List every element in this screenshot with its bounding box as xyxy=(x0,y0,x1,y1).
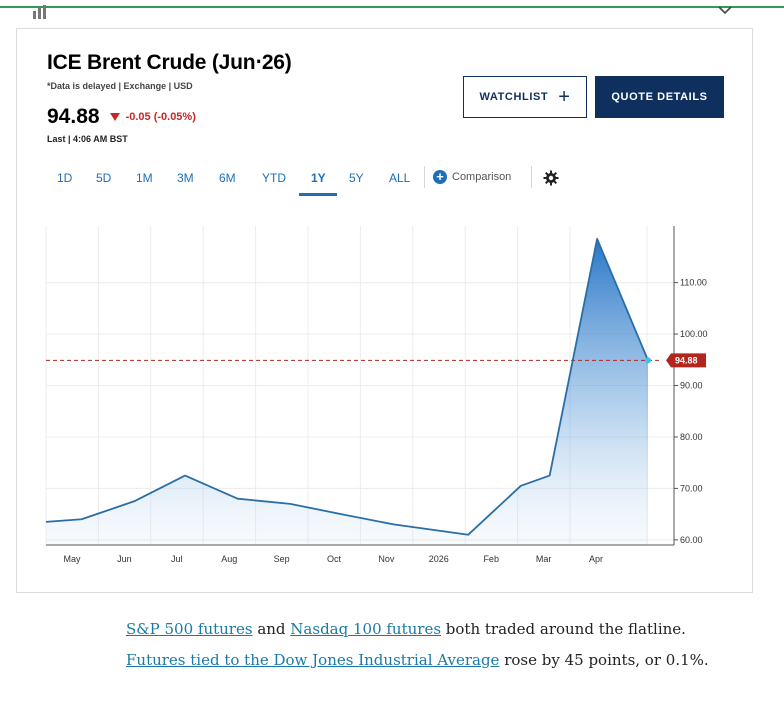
y-tick-label: 90.00 xyxy=(680,381,703,391)
plus-circle-icon: + xyxy=(433,170,447,184)
comparison-label: Comparison xyxy=(452,171,512,183)
x-tick-label: Jun xyxy=(117,554,132,564)
article-text: rose by 45 points, or 0.1%. xyxy=(499,651,709,669)
y-axis-ticks: 60.00 70.00 80.00 90.00 100.00 110.00 xyxy=(674,278,708,545)
article-text: both traded around the flatline. xyxy=(441,620,686,638)
tab-1y[interactable]: 1Y xyxy=(311,171,326,185)
last-updated: Last | 4:06 AM BST xyxy=(47,134,128,144)
bar-chart-icon xyxy=(33,5,46,19)
tab-3m[interactable]: 3M xyxy=(177,171,194,185)
comparison-button[interactable]: + Comparison xyxy=(433,170,511,184)
current-price-label: 94.88 xyxy=(666,353,706,368)
price-area xyxy=(46,238,648,545)
quote-details-label: QUOTE DETAILS xyxy=(611,91,708,103)
down-triangle-icon xyxy=(109,113,120,121)
y-tick-label: 100.00 xyxy=(680,329,708,339)
y-tick-label: 70.00 xyxy=(680,483,703,493)
price-line xyxy=(45,237,649,536)
y-tick-label: 80.00 xyxy=(680,432,703,442)
x-tick-label: Feb xyxy=(483,554,499,564)
x-tick-label: Mar xyxy=(536,554,552,564)
x-tick-label: Apr xyxy=(589,554,603,564)
last-point-marker xyxy=(645,357,651,364)
y-tick-label: 110.00 xyxy=(680,278,707,288)
x-tick-label: 2026 xyxy=(429,554,449,564)
last-price: 94.88 xyxy=(47,105,100,128)
tab-all[interactable]: ALL xyxy=(389,171,411,185)
tab-ytd[interactable]: YTD xyxy=(262,171,286,185)
top-divider xyxy=(0,6,784,8)
x-axis-ticks: May Jun Jul Aug Sep Oct Nov 2026 Feb Mar Apr xyxy=(63,554,603,564)
tab-divider xyxy=(424,166,425,188)
tab-5d[interactable]: 5D xyxy=(96,171,112,185)
article-paragraph: S&P 500 futures and Nasdaq 100 futures b… xyxy=(126,614,746,676)
watchlist-button[interactable]: WATCHLIST + xyxy=(463,76,587,118)
plus-icon: + xyxy=(558,86,571,108)
x-tick-label: May xyxy=(63,554,81,564)
x-tick-label: Sep xyxy=(274,554,290,564)
y-tick-label: 60.00 xyxy=(680,535,703,545)
x-tick-label: Oct xyxy=(327,554,342,564)
tab-divider xyxy=(531,166,532,188)
current-price-tag xyxy=(666,353,706,368)
current-price-tag-label: 94.88 xyxy=(675,355,698,365)
nasdaq-futures-link[interactable]: Nasdaq 100 futures xyxy=(290,620,442,638)
x-tick-label: Jul xyxy=(171,554,183,564)
tab-1d[interactable]: 1D xyxy=(57,171,73,185)
tab-6m[interactable]: 6M xyxy=(219,171,236,185)
price-row: 94.88 -0.05 (-0.05%) xyxy=(47,105,196,129)
price-change: -0.05 (-0.05%) xyxy=(125,111,196,123)
sp500-futures-link[interactable]: S&P 500 futures xyxy=(126,620,253,638)
active-tab-indicator xyxy=(299,193,337,196)
page-title: ICE Brent Crude (Jun‧26) xyxy=(47,51,292,74)
dow-futures-link[interactable]: Futures tied to the Dow Jones Industrial… xyxy=(126,651,500,669)
x-tick-label: Aug xyxy=(221,554,237,564)
chevron-down-icon[interactable] xyxy=(716,2,734,16)
x-tick-label: Nov xyxy=(378,554,395,564)
quote-details-button[interactable]: QUOTE DETAILS xyxy=(595,76,724,118)
data-delay-note: *Data is delayed | Exchange | USD xyxy=(47,81,193,91)
gear-icon[interactable] xyxy=(543,170,559,186)
tab-5y[interactable]: 5Y xyxy=(349,171,364,185)
article-text: and xyxy=(252,620,291,638)
tab-1m[interactable]: 1M xyxy=(136,171,153,185)
watchlist-label: WATCHLIST xyxy=(479,91,549,103)
